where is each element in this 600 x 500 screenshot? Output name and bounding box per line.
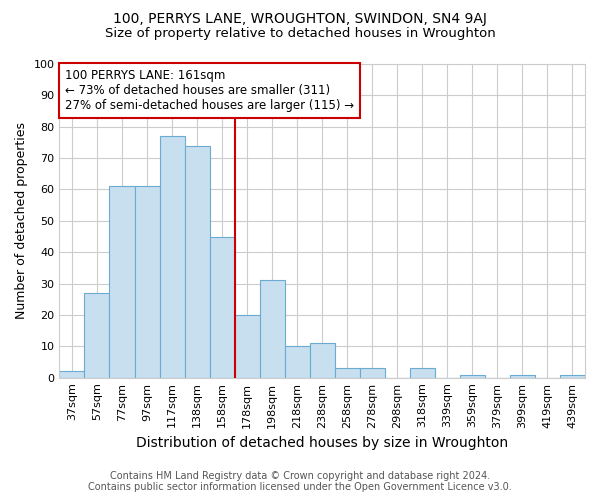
Bar bbox=[284, 346, 310, 378]
Bar bbox=[209, 236, 235, 378]
Bar bbox=[510, 374, 535, 378]
Text: 100, PERRYS LANE, WROUGHTON, SWINDON, SN4 9AJ: 100, PERRYS LANE, WROUGHTON, SWINDON, SN… bbox=[113, 12, 487, 26]
Bar bbox=[235, 315, 260, 378]
Bar bbox=[109, 186, 134, 378]
Text: 100 PERRYS LANE: 161sqm
← 73% of detached houses are smaller (311)
27% of semi-d: 100 PERRYS LANE: 161sqm ← 73% of detache… bbox=[65, 68, 354, 112]
Text: Contains HM Land Registry data © Crown copyright and database right 2024.
Contai: Contains HM Land Registry data © Crown c… bbox=[88, 471, 512, 492]
Bar bbox=[310, 343, 335, 378]
Bar bbox=[335, 368, 360, 378]
Bar bbox=[410, 368, 435, 378]
X-axis label: Distribution of detached houses by size in Wroughton: Distribution of detached houses by size … bbox=[136, 436, 508, 450]
Bar bbox=[134, 186, 160, 378]
Bar bbox=[360, 368, 385, 378]
Y-axis label: Number of detached properties: Number of detached properties bbox=[15, 122, 28, 320]
Bar bbox=[185, 146, 209, 378]
Bar bbox=[460, 374, 485, 378]
Bar bbox=[560, 374, 585, 378]
Bar bbox=[59, 372, 85, 378]
Bar bbox=[160, 136, 185, 378]
Text: Size of property relative to detached houses in Wroughton: Size of property relative to detached ho… bbox=[104, 28, 496, 40]
Bar bbox=[85, 293, 109, 378]
Bar bbox=[260, 280, 284, 378]
